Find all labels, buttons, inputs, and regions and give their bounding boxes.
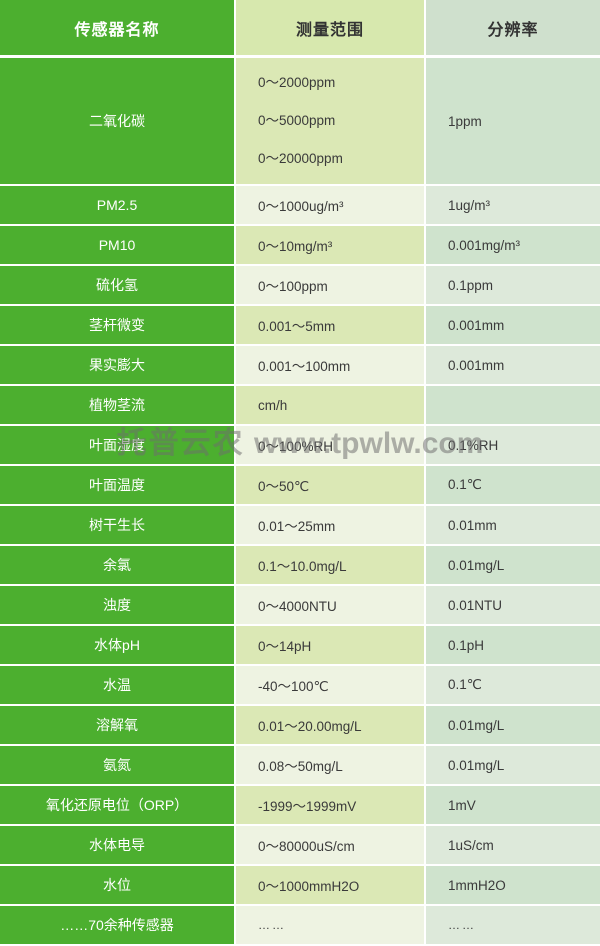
table-row: 植物茎流 cm/h — [0, 385, 600, 426]
sensor-name-cell: 水温 — [0, 665, 235, 706]
measurement-range-cell: 0.001～100mm — [234, 345, 425, 386]
table-row: 水体pH 0～14pH 0.1pH — [0, 625, 600, 666]
sensor-name-cell: 水体pH — [0, 625, 235, 666]
table-row: ……70余种传感器………… — [0, 905, 600, 946]
table-row: 叶面温度 0～50℃ 0.1℃ — [0, 465, 600, 506]
measurement-range-cell: 0～1000ug/m³ — [234, 185, 425, 226]
measurement-range-cell: 0～2000ppm 0～5000ppm 0～20000ppm — [234, 56, 425, 186]
table-row: 果实膨大 0.001～100mm 0.001mm — [0, 345, 600, 386]
sensor-name-cell: 树干生长 — [0, 505, 235, 546]
measurement-range-cell: cm/h — [234, 385, 425, 426]
table-row: 氧化还原电位（ORP） -1999～1999mV 1mV — [0, 785, 600, 826]
resolution-cell: 0.01mm — [424, 505, 600, 546]
measurement-range-cell: 0～1000mmH2O — [234, 865, 425, 906]
sensor-name-cell: 果实膨大 — [0, 345, 235, 386]
column-header-sensor-name: 传感器名称 — [0, 0, 235, 58]
sensor-name-cell: 叶面温度 — [0, 465, 235, 506]
resolution-cell: 0.001mm — [424, 345, 600, 386]
table-row: 叶面湿度 0～100%RH 0.1%RH — [0, 425, 600, 466]
resolution-cell: 0.01NTU — [424, 585, 600, 626]
measurement-range-cell: -1999～1999mV — [234, 785, 425, 826]
table-row: 水温 -40～100℃ 0.1℃ — [0, 665, 600, 706]
measurement-range-line: 0～5000ppm — [258, 113, 336, 128]
table-row: 硫化氢 0～100ppm 0.1ppm — [0, 265, 600, 306]
measurement-range-cell: …… — [234, 905, 425, 946]
sensor-name-cell: 浊度 — [0, 585, 235, 626]
resolution-cell: 1ug/m³ — [424, 185, 600, 226]
resolution-cell: 0.001mm — [424, 305, 600, 346]
resolution-cell: 0.01mg/L — [424, 745, 600, 786]
table-row: 水位 0～1000mmH2O 1mmH2O — [0, 865, 600, 906]
column-header-measurement-range: 测量范围 — [234, 0, 425, 58]
table-row: 氨氮 0.08～50mg/L 0.01mg/L — [0, 745, 600, 786]
measurement-range-line: 0～20000ppm — [258, 151, 343, 166]
sensor-name-cell: 水位 — [0, 865, 235, 906]
sensor-name-cell: ……70余种传感器 — [0, 905, 235, 946]
table-row: PM10 0～10mg/m³ 0.001mg/m³ — [0, 225, 600, 266]
measurement-range-cell: 0～50℃ — [234, 465, 425, 506]
sensor-name-cell: 氨氮 — [0, 745, 235, 786]
resolution-cell: 0.1%RH — [424, 425, 600, 466]
measurement-range-cell: 0.001～5mm — [234, 305, 425, 346]
measurement-range-line: 0～2000ppm — [258, 75, 336, 90]
sensor-name-cell: 溶解氧 — [0, 705, 235, 746]
measurement-range-cell: 0.01～20.00mg/L — [234, 705, 425, 746]
measurement-range-cell: 0～80000uS/cm — [234, 825, 425, 866]
table-header: 传感器名称 测量范围 分辨率 — [0, 0, 600, 58]
sensor-name-cell: PM10 — [0, 225, 235, 266]
sensor-name-cell: 二氧化碳 — [0, 56, 235, 186]
table-row: 水体电导 0～80000uS/cm 1uS/cm — [0, 825, 600, 866]
table-row: 余氯 0.1～10.0mg/L 0.01mg/L — [0, 545, 600, 586]
table-row: 二氧化碳 0～2000ppm 0～5000ppm 0～20000ppm 1ppm — [0, 56, 600, 186]
measurement-range-cell: 0～100ppm — [234, 265, 425, 306]
measurement-range-cell: 0～100%RH — [234, 425, 425, 466]
sensor-name-cell: 植物茎流 — [0, 385, 235, 426]
sensor-name-cell: 叶面湿度 — [0, 425, 235, 466]
table-row: 茎杆微变 0.001～5mm 0.001mm — [0, 305, 600, 346]
table-body: 二氧化碳 0～2000ppm 0～5000ppm 0～20000ppm 1ppm PM2.… — [0, 56, 600, 946]
resolution-cell — [424, 385, 600, 426]
resolution-cell: 1mmH2O — [424, 865, 600, 906]
sensor-name-cell: 余氯 — [0, 545, 235, 586]
resolution-cell: 1uS/cm — [424, 825, 600, 866]
resolution-cell: 0.1pH — [424, 625, 600, 666]
column-header-resolution: 分辨率 — [424, 0, 600, 58]
sensor-name-cell: 茎杆微变 — [0, 305, 235, 346]
resolution-cell: 1ppm — [424, 56, 600, 186]
measurement-range-cell: 0～14pH — [234, 625, 425, 666]
resolution-cell: 0.1ppm — [424, 265, 600, 306]
measurement-range-cell: 0～10mg/m³ — [234, 225, 425, 266]
measurement-range-cell: 0.1～10.0mg/L — [234, 545, 425, 586]
resolution-cell: …… — [424, 905, 600, 946]
resolution-cell: 1mV — [424, 785, 600, 826]
sensor-name-cell: 水体电导 — [0, 825, 235, 866]
table-row: 树干生长 0.01～25mm 0.01mm — [0, 505, 600, 546]
measurement-range-cell: 0.08～50mg/L — [234, 745, 425, 786]
resolution-cell: 0.1℃ — [424, 465, 600, 506]
table-row: 浊度 0～4000NTU 0.01NTU — [0, 585, 600, 626]
resolution-cell: 0.01mg/L — [424, 545, 600, 586]
resolution-cell: 0.001mg/m³ — [424, 225, 600, 266]
measurement-range-cell: 0～4000NTU — [234, 585, 425, 626]
header-row: 传感器名称 测量范围 分辨率 — [0, 0, 600, 58]
table-row: 溶解氧 0.01～20.00mg/L 0.01mg/L — [0, 705, 600, 746]
table-row: PM2.5 0～1000ug/m³ 1ug/m³ — [0, 185, 600, 226]
resolution-cell: 0.01mg/L — [424, 705, 600, 746]
measurement-range-cell: -40～100℃ — [234, 665, 425, 706]
sensor-name-cell: 氧化还原电位（ORP） — [0, 785, 235, 826]
sensor-name-cell: 硫化氢 — [0, 265, 235, 306]
measurement-range-cell: 0.01～25mm — [234, 505, 425, 546]
resolution-cell: 0.1℃ — [424, 665, 600, 706]
sensor-name-cell: PM2.5 — [0, 185, 235, 226]
